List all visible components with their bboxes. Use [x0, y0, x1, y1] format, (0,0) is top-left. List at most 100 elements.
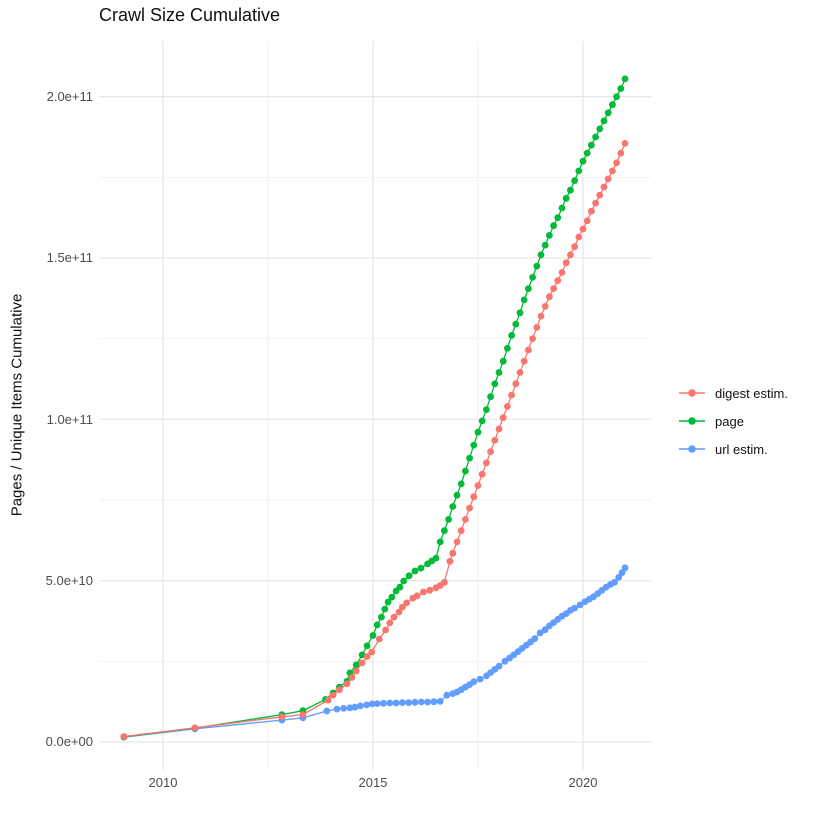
data-point: [336, 686, 343, 694]
data-point: [352, 661, 360, 669]
legend-item-page: page: [678, 407, 788, 435]
data-point: [621, 564, 629, 572]
data-point: [411, 698, 419, 706]
data-point: [340, 705, 347, 712]
data-point: [449, 503, 457, 510]
data-point: [392, 699, 400, 707]
data-point: [613, 93, 620, 101]
data-point: [575, 167, 583, 175]
y-axis-title: Pages / Unique Items Cumulative: [8, 293, 26, 517]
data-point: [400, 577, 408, 585]
data-point: [478, 417, 486, 425]
data-point: [474, 428, 482, 436]
data-point: [120, 733, 128, 740]
data-point: [592, 133, 599, 141]
y-tick-label: 2.0e+11: [46, 89, 93, 104]
data-point: [520, 357, 528, 365]
data-point: [352, 667, 360, 675]
x-tick-label: 2010: [148, 775, 178, 790]
chart-title: Crawl Size Cumulative: [99, 5, 281, 25]
y-tick-label: 1.0e+11: [46, 412, 93, 427]
y-tick-label: 5.0e+10: [45, 573, 93, 588]
data-point: [346, 704, 354, 712]
data-point: [520, 296, 528, 304]
data-point: [478, 470, 486, 478]
data-point: [558, 269, 566, 276]
data-point: [453, 538, 461, 546]
data-point: [411, 567, 419, 575]
data-point: [388, 593, 396, 601]
data-point: [537, 312, 545, 320]
data-point: [600, 183, 608, 191]
data-point: [516, 309, 524, 317]
data-point: [533, 262, 541, 270]
data-point: [512, 380, 520, 388]
series-url-estim: [120, 564, 629, 741]
data-point: [424, 698, 431, 706]
data-point: [363, 642, 371, 650]
data-point: [592, 199, 599, 207]
data-point: [499, 357, 507, 365]
data-point: [583, 149, 591, 157]
data-point: [604, 109, 612, 117]
data-point: [596, 125, 604, 133]
data-point: [441, 527, 448, 535]
data-point: [550, 222, 557, 230]
data-point: [457, 480, 465, 488]
data-point: [386, 699, 394, 707]
data-point: [562, 259, 570, 267]
data-point: [381, 605, 389, 613]
data-point: [417, 564, 425, 572]
data-point: [369, 632, 377, 639]
grid-minor: [99, 41, 651, 770]
data-point: [373, 621, 381, 629]
data-point: [504, 403, 511, 410]
data-point: [533, 324, 541, 331]
data-point: [567, 251, 574, 259]
data-point: [323, 707, 331, 715]
legend-label: url estim.: [715, 441, 768, 457]
data-point: [390, 613, 398, 621]
legend: digest estim. page url estim.: [678, 379, 788, 463]
data-point: [525, 285, 532, 292]
data-point: [453, 491, 461, 499]
data-point: [373, 700, 381, 707]
data-point: [537, 251, 545, 259]
data-point: [487, 393, 494, 401]
data-point: [348, 674, 356, 681]
data-point: [596, 191, 604, 199]
series-digest-estim: [120, 140, 629, 740]
data-point: [368, 648, 376, 656]
data-point: [395, 608, 403, 616]
data-point: [609, 101, 616, 109]
data-point: [324, 696, 332, 704]
data-point: [358, 659, 366, 667]
data-point: [343, 680, 351, 688]
data-point: [583, 217, 591, 225]
data-point: [508, 332, 515, 339]
data-point: [403, 599, 410, 607]
data-point: [378, 613, 385, 621]
data-point: [436, 538, 444, 546]
data-point: [541, 303, 549, 310]
data-point: [299, 711, 307, 718]
data-point: [604, 175, 612, 183]
data-point: [278, 713, 286, 721]
legend-key-icon: [679, 389, 705, 397]
data-point: [531, 635, 539, 643]
data-point: [462, 516, 469, 523]
data-point: [457, 527, 465, 535]
data-point: [567, 186, 574, 194]
data-point: [512, 320, 520, 328]
data-point: [615, 574, 623, 581]
data-point: [617, 85, 625, 92]
data-point: [462, 467, 469, 475]
data-point: [474, 482, 482, 489]
data-point: [546, 293, 553, 301]
data-point: [579, 225, 587, 233]
data-point: [483, 459, 490, 467]
data-point: [413, 592, 421, 600]
data-point: [571, 177, 578, 185]
data-point: [396, 583, 404, 591]
data-point: [384, 598, 392, 606]
